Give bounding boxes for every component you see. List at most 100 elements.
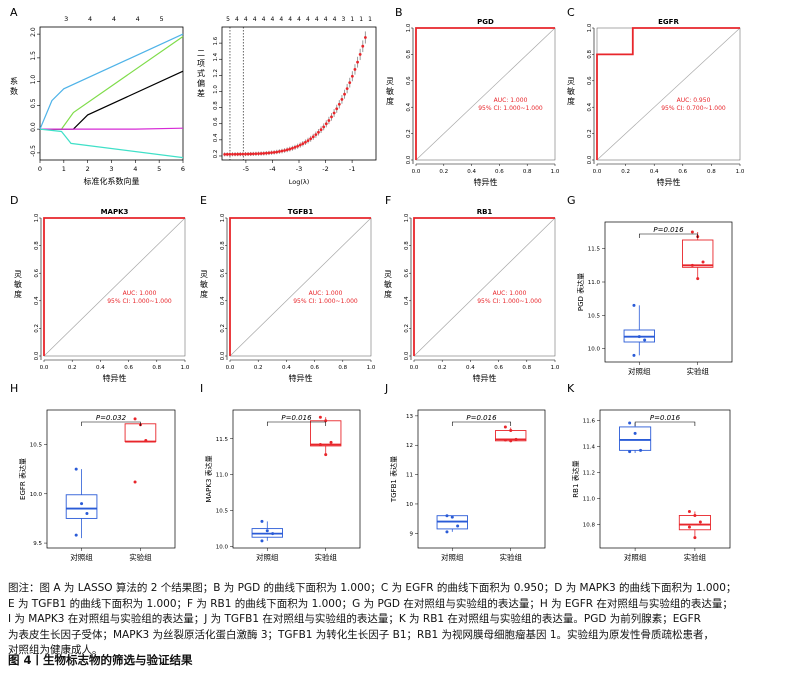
plot-frame	[232, 409, 361, 549]
data-point	[265, 529, 269, 533]
y-tick-label: 0.4	[213, 133, 219, 142]
y-tick-label: 0.2	[406, 129, 412, 138]
category-label: 对照组	[256, 552, 279, 562]
top-tick-label: 3	[341, 16, 345, 23]
data-point	[514, 437, 518, 441]
x-tick-label: 1.0	[181, 365, 190, 371]
deviance-point	[285, 148, 289, 152]
x-tick-label: 0.8	[152, 365, 161, 371]
x-tick-label: 0.6	[678, 169, 687, 175]
deviance-point	[259, 152, 263, 155]
data-point	[324, 453, 328, 457]
x-tick-label: 0.6	[310, 365, 319, 371]
x-axis-label: 特异性	[474, 177, 498, 187]
deviance-point	[244, 152, 247, 156]
coefficient-path	[39, 33, 184, 130]
deviance-point	[249, 152, 253, 156]
y-axis-label-char: 差	[197, 88, 205, 98]
y-tick-label: 0.4	[34, 296, 40, 305]
y-axis-label-char: 度	[386, 96, 394, 106]
x-tick-label: 0.2	[68, 365, 77, 371]
top-tick-label: 4	[324, 16, 328, 23]
y-tick-label: 1.0	[404, 213, 410, 222]
data-point	[637, 335, 641, 339]
x-tick-label: 0.0	[40, 365, 49, 371]
caption-line: I 为 MAPK3 在对照组与实验组的表达量；J 为 TGFB1 在对照组与实验…	[8, 613, 701, 625]
x-tick-label: -2	[322, 165, 328, 173]
deviance-point	[301, 142, 305, 146]
y-tick-label: 11.6	[583, 418, 596, 424]
y-axis-label-char: 度	[200, 289, 208, 299]
diagonal-reference	[415, 27, 556, 161]
data-point	[271, 532, 275, 536]
y-axis-label: MAPK3 表达量	[204, 455, 213, 502]
top-tick-label: 4	[244, 16, 248, 23]
data-point	[687, 510, 691, 514]
x-tick-label: -5	[243, 165, 249, 173]
deviance-point	[254, 152, 258, 156]
x-axis-label: 特异性	[289, 373, 313, 383]
y-tick-label: 11.0	[216, 473, 229, 479]
deviance-point	[340, 98, 344, 101]
box	[678, 515, 711, 531]
deviance-point	[358, 53, 362, 56]
box	[65, 494, 98, 519]
x-tick-label: 0.4	[467, 169, 476, 175]
x-tick-label: 4	[133, 165, 137, 173]
y-tick-label: 0.8	[404, 241, 410, 250]
x-tick-label: 0.2	[439, 169, 448, 175]
y-axis-label-char: 系	[10, 76, 18, 86]
plot-frame	[221, 26, 377, 161]
y-axis-label: 灵敏度	[200, 270, 208, 299]
deviance-point	[304, 140, 307, 144]
y-tick-label: 11.5	[588, 247, 601, 253]
data-point	[696, 277, 700, 281]
roc-curve	[229, 217, 371, 356]
caption-line: 为表皮生长因子受体；MAPK3 为丝裂原活化蛋白激酶 3；TGFB1 为转化生长…	[8, 628, 715, 641]
data-point	[133, 417, 137, 421]
data-point	[503, 438, 507, 442]
caption-line: 对照组为健康成人。	[8, 644, 103, 656]
y-axis-label: RB1 表达量	[571, 460, 580, 497]
panel-letter: I	[200, 382, 203, 395]
y-tick-label: 0.4	[406, 102, 412, 111]
y-axis-label-char: 度	[567, 96, 575, 106]
x-tick-label: 5	[157, 165, 161, 173]
figure-title: 图 4丨生物标志物的筛选与验证结果	[8, 653, 193, 667]
deviance-point	[361, 44, 365, 48]
y-tick-label: 10.5	[30, 443, 43, 449]
data-point	[74, 467, 78, 471]
x-tick-label: 0.2	[621, 169, 630, 175]
panel-letter: K	[567, 382, 575, 395]
y-tick-label: 11	[406, 473, 413, 479]
x-tick-label: 1.0	[551, 365, 560, 371]
x-tick-label: 0.0	[412, 169, 421, 175]
ci-label: 95% CI: 1.000~1.000	[107, 298, 172, 305]
ci-label: 95% CI: 1.000~1.000	[293, 298, 358, 305]
data-point	[260, 539, 264, 543]
y-tick-label: 0.8	[34, 241, 40, 250]
y-axis-label-char: 敏	[14, 279, 22, 289]
x-tick-label: 0.8	[522, 365, 531, 371]
top-tick-label: 4	[279, 16, 283, 23]
y-tick-label: 1.0	[220, 213, 226, 222]
x-tick-label: 0.6	[494, 365, 503, 371]
caption-line: E 为 TGFB1 的曲线下面积为 1.000；F 为 RB1 的曲线下面积为 …	[8, 597, 733, 610]
top-tick-label: 4	[253, 16, 257, 23]
deviance-point	[330, 115, 333, 119]
y-tick-label: 0.8	[213, 101, 219, 110]
data-point	[690, 230, 694, 234]
top-tick-label: 4	[270, 16, 274, 23]
figure-caption: 图注：图 A 为 LASSO 算法的 2 个结果图；B 为 PGD 的曲线下面积…	[8, 581, 798, 659]
plot-frame	[46, 409, 176, 549]
y-tick-label: 0.6	[34, 268, 40, 277]
y-axis-label: 系数	[10, 76, 18, 96]
deviance-point	[288, 147, 292, 151]
x-tick-label: 0.8	[338, 365, 347, 371]
y-tick-label: 0.0	[406, 155, 412, 164]
top-tick-label: 4	[136, 15, 140, 23]
y-tick-label: 0.2	[587, 129, 593, 138]
deviance-point	[228, 152, 232, 156]
y-axis-label-char: 灵	[200, 270, 208, 279]
y-tick-label: -0.5	[30, 145, 37, 157]
